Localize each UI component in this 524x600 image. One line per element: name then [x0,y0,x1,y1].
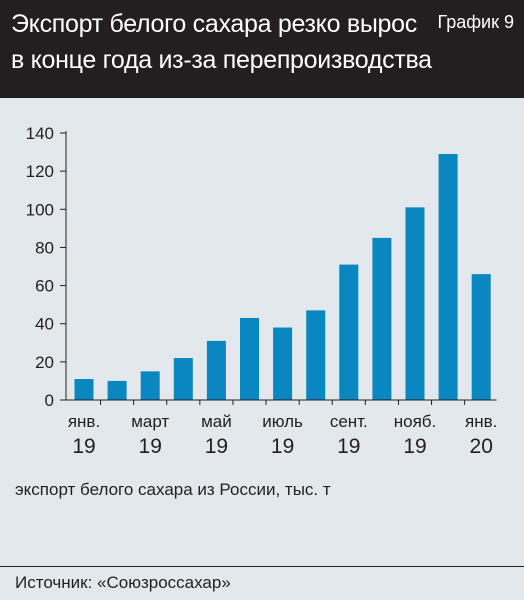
y-tick-label: 80 [35,238,54,257]
bar-chart: 0 20 40 60 80 100 120 140 янв. 19 март 19 май 19 июль… [26,124,498,458]
y-tick-label: 0 [45,391,54,410]
bar [405,207,425,400]
x-tick-label-year: 20 [470,435,493,458]
y-tick-label: 140 [26,124,54,143]
bar [140,371,160,400]
x-tick-label-year: 19 [337,435,360,458]
bars [74,153,491,400]
bar [339,264,359,400]
chart-title-line-2: в конце года из-за перепроизводства [11,46,432,74]
bar [273,327,293,400]
x-tick-label-month: май [201,412,232,431]
x-tick-label-month: янв. [68,412,100,431]
bar [372,237,392,400]
x-tick-label-month: янв. [465,412,497,431]
y-tick-label: 20 [35,353,54,372]
legend-label: экспорт белого сахара из России, тыс. т [15,480,331,499]
x-tick-label-month: март [131,412,169,431]
x-tick-label-year: 19 [72,435,95,458]
x-tick-label-month: июль [262,412,303,431]
source-note: Источник: «Союзроссахар» [15,573,231,592]
bar [438,153,458,400]
x-tick-label-year: 19 [205,435,228,458]
y-axis: 0 20 40 60 80 100 120 140 [26,124,67,410]
footer-divider [0,566,524,567]
x-tick-label-year: 19 [271,435,294,458]
bar [107,380,127,400]
bar [240,317,259,400]
x-axis: янв. 19 март 19 май 19 июль 19 сент. 19 нояб. 19 янв… [66,399,497,458]
y-tick-label: 100 [26,200,54,219]
x-tick-label-year: 19 [139,435,162,458]
chart-number: График 9 [437,12,514,32]
y-tick-label: 120 [26,162,54,181]
x-tick-label-month: сент. [330,412,368,431]
chart-title-line-1: Экспорт белого сахара резко вырос [11,10,417,38]
bar [74,379,94,400]
bar [471,274,491,400]
bar [306,310,326,400]
x-tick-label-month: нояб. [394,412,437,431]
chart-header: Экспорт белого сахара резко вырос в конц… [0,0,524,98]
bar [173,358,193,400]
bar [206,340,226,400]
y-tick-label: 40 [35,315,54,334]
y-tick-label: 60 [35,277,54,296]
x-tick-label-year: 19 [403,435,426,458]
